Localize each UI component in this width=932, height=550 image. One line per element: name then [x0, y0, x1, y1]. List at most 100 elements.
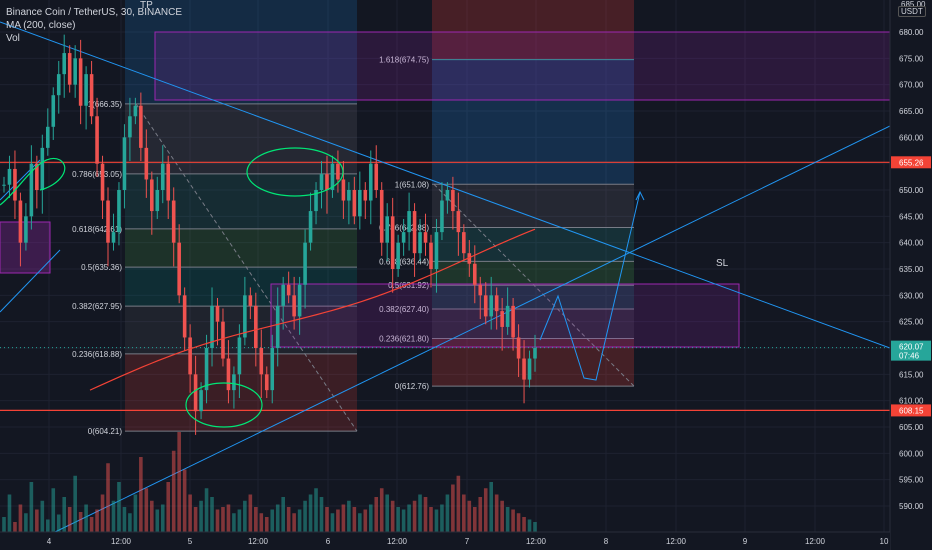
- candle-body: [489, 295, 494, 317]
- tp-zone-right: [432, 60, 634, 184]
- price-tick-label: 645.00: [899, 212, 924, 221]
- volume-bar: [511, 509, 515, 532]
- projection-path: [539, 191, 641, 381]
- candle-body: [67, 53, 72, 85]
- price-tick-label: 610.00: [899, 397, 924, 406]
- time-axis[interactable]: [0, 532, 890, 550]
- price-tick-label: 590.00: [899, 502, 924, 511]
- price-tick-label: 670.00: [899, 81, 924, 90]
- fib-left-label: 1(666.35): [88, 100, 123, 109]
- time-tick-label: 12:00: [805, 537, 826, 546]
- fib-left-label: 0.382(627.95): [72, 302, 122, 311]
- volume-bar: [319, 497, 324, 532]
- candle-body: [51, 95, 56, 127]
- volume-bar: [232, 513, 236, 532]
- ascending-trendline[interactable]: [54, 125, 891, 533]
- volume-bar: [505, 507, 510, 532]
- fib-right-band: [432, 309, 634, 339]
- candle-body: [352, 190, 357, 217]
- descending-trendline[interactable]: [0, 21, 891, 349]
- volume-bar: [390, 500, 395, 532]
- time-tick-label: 12:00: [387, 537, 408, 546]
- candle-body: [494, 295, 499, 312]
- candle-body: [505, 305, 510, 327]
- candle-body: [193, 374, 198, 412]
- volume-bar: [182, 469, 187, 532]
- candle-body: [254, 305, 258, 348]
- price-tick-label: 680.00: [899, 28, 924, 37]
- symbol-title[interactable]: Binance Coin / TetherUS, 30, BINANCE: [6, 7, 183, 18]
- resistance-range-box: [154, 31, 891, 101]
- volume-bar: [522, 517, 526, 532]
- candle-body: [500, 311, 504, 327]
- candle-body: [188, 337, 192, 375]
- volume-bar: [210, 497, 214, 532]
- short-trendline[interactable]: [0, 159, 41, 201]
- volume-bar: [407, 504, 411, 532]
- currency-badge[interactable]: USDT: [898, 6, 926, 17]
- volume-bar: [451, 484, 455, 532]
- volume-bar: [193, 507, 198, 532]
- volume-bar: [144, 488, 149, 532]
- price-tick-label: 635.00: [899, 265, 924, 274]
- fib-left-band: [125, 267, 357, 307]
- candle-body: [374, 163, 379, 190]
- candle-body: [150, 179, 154, 212]
- fib-right-label: 1(651.08): [395, 180, 430, 189]
- volume-bar: [139, 457, 143, 532]
- candle-body: [516, 337, 521, 359]
- volume-bar: [111, 500, 116, 532]
- tp-zone-left: [125, 0, 357, 104]
- time-tick-label: 10: [880, 537, 889, 546]
- volume-bar: [128, 513, 132, 532]
- sl-zone-top: [432, 0, 634, 60]
- fib-left-band: [125, 228, 357, 268]
- volume-indicator-label[interactable]: Vol: [6, 33, 20, 44]
- candle-body: [171, 200, 176, 243]
- volume-bar: [243, 500, 247, 532]
- fib-right-label: 0(612.76): [395, 382, 430, 391]
- candle-body: [155, 190, 160, 212]
- candle-body: [275, 305, 280, 348]
- candle-body: [221, 321, 225, 359]
- volume-bar: [434, 509, 439, 532]
- time-tick-label: 7: [465, 537, 470, 546]
- time-tick-label: 12:00: [248, 537, 269, 546]
- candle-body: [418, 232, 422, 254]
- volume-bar: [456, 475, 461, 532]
- candle-body: [281, 284, 285, 306]
- price-axis[interactable]: [890, 0, 932, 550]
- price-tick-label: 625.00: [899, 318, 924, 327]
- volume-bar: [478, 497, 483, 532]
- candle-body: [13, 168, 17, 201]
- volume-bar: [401, 509, 406, 532]
- volume-bar: [275, 504, 280, 532]
- candle-body: [462, 232, 466, 254]
- candle-body: [226, 358, 231, 391]
- projection-arrowhead: [635, 190, 645, 201]
- fib-right-trend: [433, 183, 635, 387]
- time-tick-label: 8: [604, 537, 609, 546]
- candle-body: [204, 348, 209, 391]
- volume-bar: [527, 519, 532, 532]
- volume-bar: [341, 504, 346, 532]
- short-trendline[interactable]: [0, 249, 61, 313]
- price-tick-label: 595.00: [899, 476, 924, 485]
- volume-bar: [221, 507, 225, 532]
- candle-body: [483, 295, 488, 317]
- ma-indicator-label[interactable]: MA (200, close): [6, 20, 76, 31]
- candle-body: [511, 305, 515, 338]
- candle-body: [358, 190, 362, 217]
- candle-body: [319, 174, 324, 190]
- volume-bar: [303, 500, 307, 532]
- candle-body: [341, 179, 346, 201]
- candle-body: [160, 163, 165, 190]
- handdrawn-curve: [0, 157, 66, 206]
- volume-bar: [440, 504, 444, 532]
- candle-body: [106, 200, 110, 243]
- time-tick-label: 4: [47, 537, 52, 546]
- price-tick-label: 640.00: [899, 239, 924, 248]
- volume-bar: [374, 497, 379, 532]
- last-price-marker: [891, 340, 931, 361]
